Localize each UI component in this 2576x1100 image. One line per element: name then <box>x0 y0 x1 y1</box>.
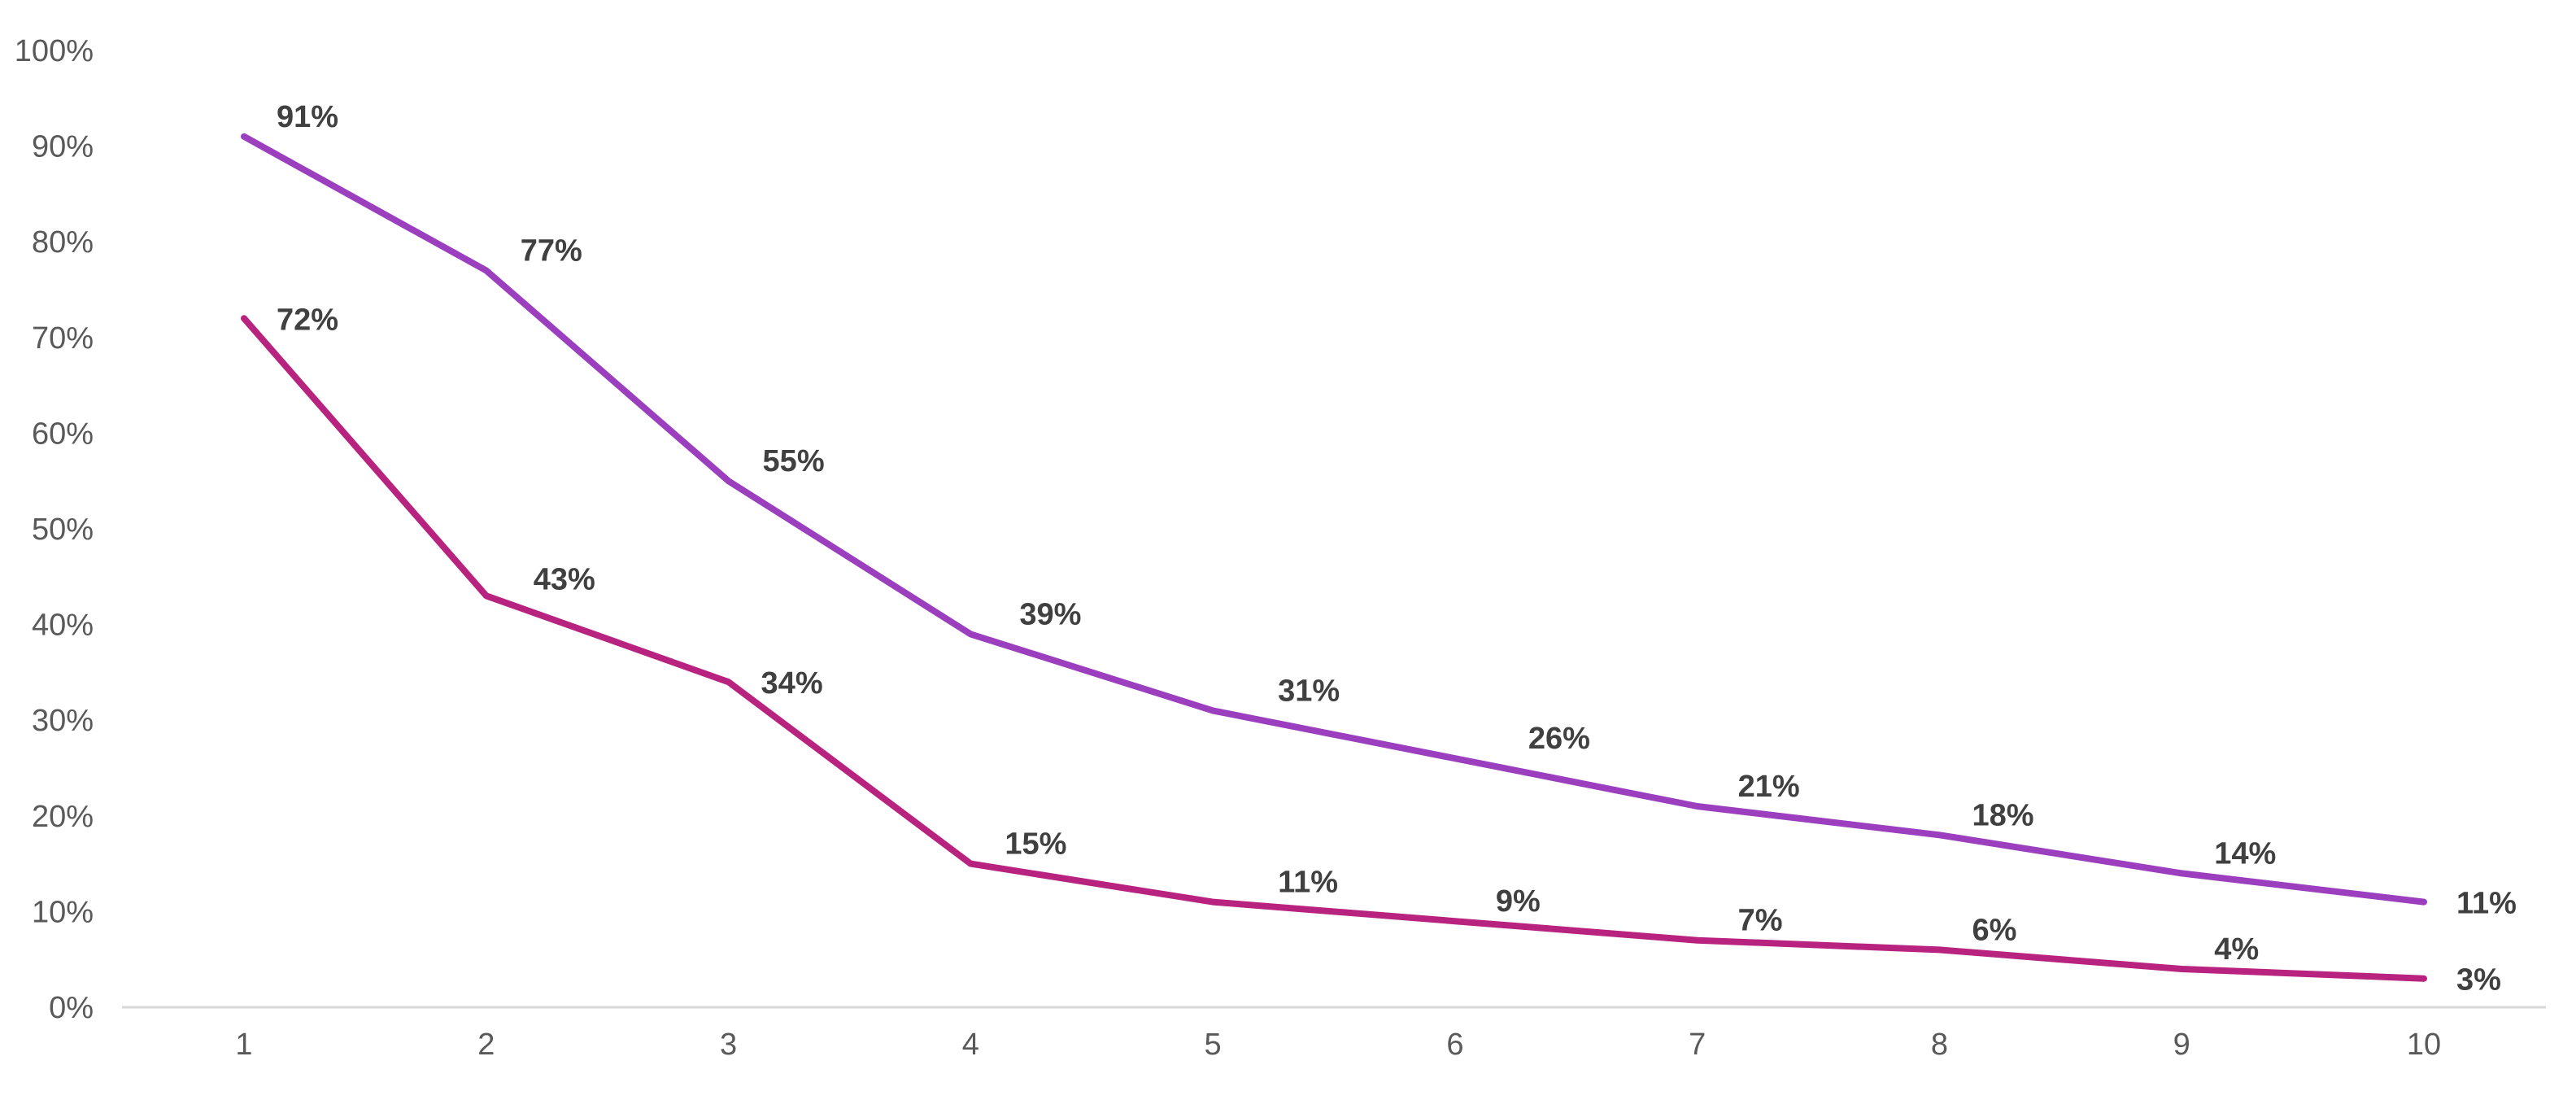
data-label: 31% <box>1278 674 1340 708</box>
x-tick-label: 6 <box>1446 1028 1463 1062</box>
y-tick-label: 100% <box>15 34 94 68</box>
data-label: 9% <box>1496 884 1541 919</box>
data-label: 14% <box>2214 836 2276 871</box>
x-tick-label: 10 <box>2407 1028 2441 1062</box>
series-line-2 <box>241 315 2427 982</box>
data-label: 18% <box>1972 798 2033 832</box>
data-label: 26% <box>1528 722 1590 756</box>
y-tick-label: 60% <box>32 417 94 451</box>
y-axis-tick-labels: 0% 10% 20% 30% 40% 50% 60% 70% 80% 90% 100% <box>15 34 94 1025</box>
data-label: 6% <box>1972 913 2016 947</box>
x-tick-label: 3 <box>720 1028 737 1062</box>
y-tick-label: 50% <box>32 513 94 547</box>
data-label: 11% <box>1278 866 1338 900</box>
y-tick-label: 40% <box>32 609 94 643</box>
y-tick-label: 10% <box>32 895 94 929</box>
y-tick-label: 70% <box>32 321 94 356</box>
y-tick-label: 30% <box>32 704 94 738</box>
data-label: 43% <box>534 562 595 596</box>
data-label: 3% <box>2456 963 2501 997</box>
y-tick-label: 20% <box>32 800 94 834</box>
data-label: 4% <box>2214 932 2259 967</box>
data-label: 77% <box>521 234 582 268</box>
data-label: 7% <box>1738 904 1783 938</box>
data-label: 72% <box>277 303 338 337</box>
series-layer <box>241 133 2427 982</box>
x-tick-label: 7 <box>1689 1028 1706 1062</box>
y-tick-label: 90% <box>32 130 94 164</box>
y-tick-label: 80% <box>32 225 94 260</box>
x-tick-label: 5 <box>1205 1028 1222 1062</box>
x-tick-label: 1 <box>235 1028 252 1062</box>
data-label: 39% <box>1019 597 1081 631</box>
data-label-layer: 91% 77% 55% 39% 31% 26% 21% 18% 14% 11% 72% 43% 34% 1… <box>277 100 2517 997</box>
x-tick-label: 2 <box>477 1028 495 1062</box>
x-tick-label: 4 <box>962 1028 979 1062</box>
data-label: 91% <box>277 100 338 134</box>
data-label: 34% <box>761 666 823 701</box>
x-tick-label: 8 <box>1931 1028 1948 1062</box>
data-label: 15% <box>1005 827 1066 862</box>
data-label: 55% <box>763 444 825 478</box>
data-label: 11% <box>2456 887 2517 921</box>
data-label: 21% <box>1738 770 1800 804</box>
y-tick-label: 0% <box>49 991 94 1025</box>
x-tick-label: 9 <box>2173 1028 2190 1062</box>
x-axis-tick-labels: 1 2 3 4 5 6 7 8 9 10 <box>235 1028 2441 1062</box>
series-line-1 <box>241 133 2427 906</box>
